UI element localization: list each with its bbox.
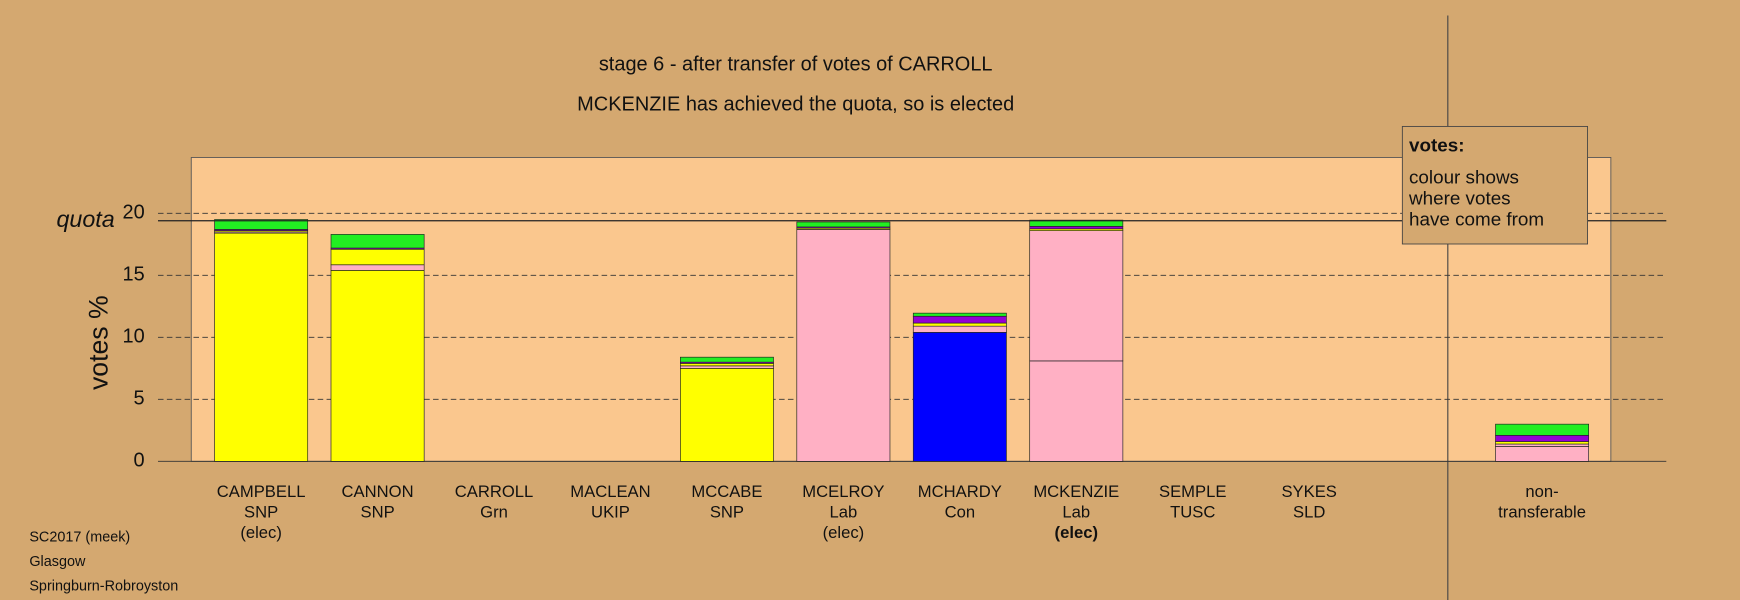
bar-segment	[1029, 230, 1124, 362]
y-tick-label: 20	[122, 202, 144, 224]
bar-segment	[1495, 441, 1590, 445]
x-tick-label: (elec)	[1055, 523, 1098, 542]
bar-segment	[680, 363, 774, 367]
bar-segment	[912, 332, 1007, 462]
x-tick-label: MACLEAN	[570, 482, 650, 501]
x-tick-label: MCKENZIE	[1033, 482, 1119, 501]
bar-segment	[680, 356, 774, 363]
x-tick-label: MCELROY	[802, 482, 884, 501]
bar-segment	[1495, 434, 1590, 442]
x-tick-label: Con	[945, 502, 976, 521]
bar-segment	[912, 322, 1007, 327]
bar-segment	[330, 248, 425, 266]
x-tick-label: (elec)	[240, 523, 282, 542]
bar-segment	[680, 368, 774, 462]
x-tick-label: SEMPLE	[1159, 482, 1226, 501]
bar-segment	[796, 229, 891, 462]
x-tick-label: CARROLL	[455, 482, 534, 501]
chart-title: stage 6 - after transfer of votes of CAR…	[599, 54, 993, 76]
x-tick-label: Grn	[480, 502, 508, 521]
bar-segment	[680, 365, 774, 369]
y-tick-label: 10	[122, 326, 144, 348]
bar-segment	[214, 232, 309, 462]
x-tick-label: MCCABE	[691, 482, 762, 501]
bar-segment	[1495, 443, 1590, 447]
bar-segment	[330, 264, 425, 271]
legend-box	[1401, 125, 1589, 245]
x-tick-label: SLD	[1293, 502, 1325, 521]
bar-segment	[912, 315, 1007, 324]
x-tick-label: Lab	[830, 502, 858, 521]
legend-title: votes:	[1409, 134, 1465, 155]
x-tick-label: Lab	[1062, 502, 1090, 521]
x-tick-label: MCHARDY	[918, 482, 1002, 501]
x-tick-label: SNP	[360, 502, 394, 521]
y-tick-label: 5	[134, 388, 145, 410]
y-axis-label: votes %	[83, 295, 113, 390]
quota-label: quota	[56, 206, 114, 232]
chart-subtitle: MCKENZIE has achieved the quota, so is e…	[577, 94, 1014, 116]
x-tick-label: SNP	[710, 502, 744, 521]
legend-text: colour shows	[1409, 167, 1519, 188]
bar-segment	[214, 219, 309, 230]
footer-text: Springburn-Robroyston	[29, 579, 178, 595]
bar-segment	[330, 234, 425, 249]
marks: 05101520CAMPBELLSNP(elec)CANNONSNPCARROL…	[56, 202, 1667, 542]
x-tick-label: CANNON	[342, 482, 414, 501]
bar-segment	[1029, 225, 1124, 230]
x-tick-label: TUSC	[1170, 502, 1215, 521]
legend-text: where votes	[1408, 188, 1511, 209]
bar-segment	[796, 221, 891, 228]
bar-segment	[912, 312, 1007, 317]
bar-segment	[912, 325, 1007, 333]
y-tick-label: 15	[122, 264, 144, 286]
plot-area	[190, 157, 1612, 462]
y-tick-label: 0	[134, 450, 145, 472]
x-tick-label: UKIP	[591, 502, 630, 521]
bar-segment	[330, 270, 425, 462]
footer-text: Glasgow	[29, 554, 86, 570]
bar-segment	[1495, 423, 1590, 436]
legend-text: have come from	[1409, 209, 1544, 230]
bar-segment	[1029, 360, 1124, 462]
x-tick-label: transferable	[1498, 502, 1586, 521]
x-tick-label: CAMPBELL	[217, 482, 306, 501]
footer-text: SC2017 (meek)	[29, 530, 130, 546]
bar-segment	[1495, 446, 1590, 462]
x-tick-label: SYKES	[1281, 482, 1336, 501]
x-tick-label: non-	[1525, 482, 1558, 501]
x-tick-label: SNP	[244, 502, 278, 521]
x-tick-label: (elec)	[823, 523, 865, 542]
